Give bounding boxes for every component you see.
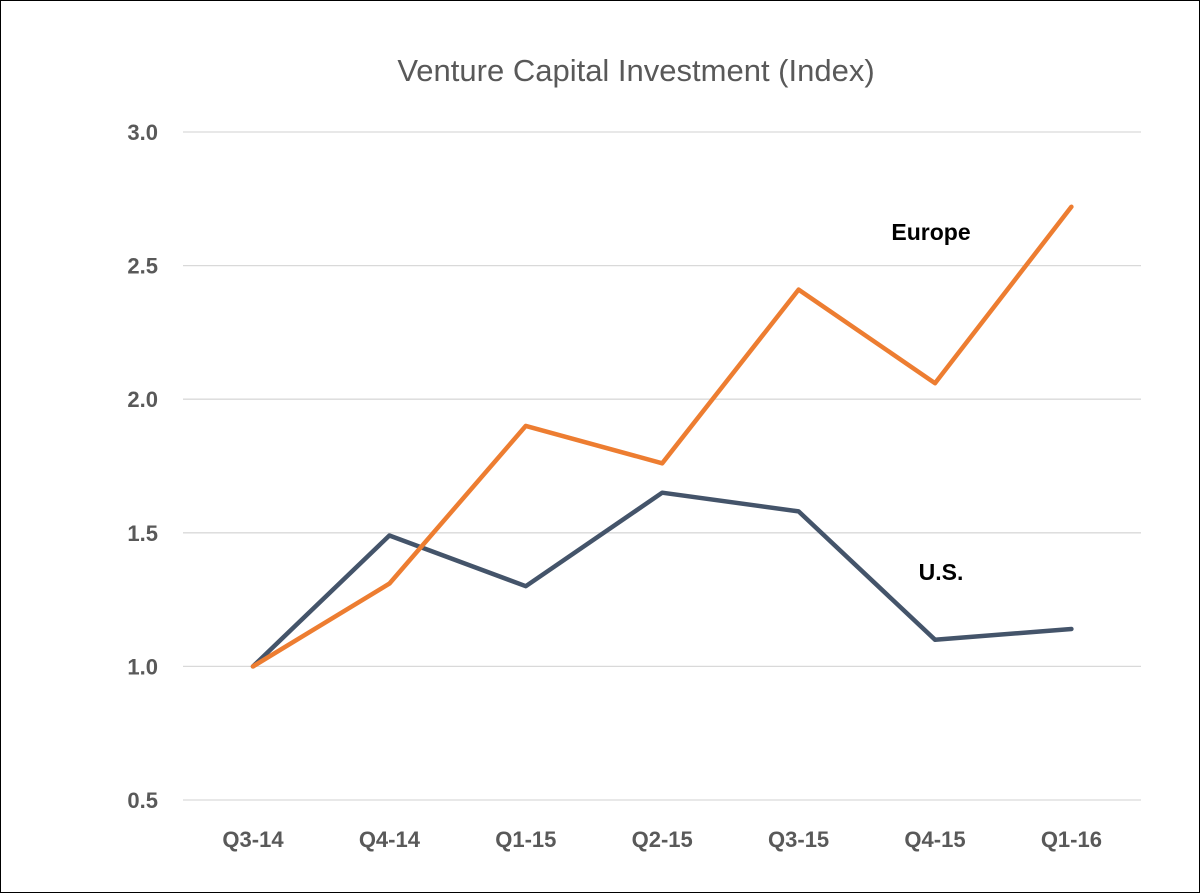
y-tick-label: 1.5 xyxy=(127,521,158,546)
chart-title: Venture Capital Investment (Index) xyxy=(397,53,874,88)
y-tick-label: 2.0 xyxy=(127,387,158,412)
x-axis-ticks: Q3-14 Q4-14 Q1-15 Q2-15 Q3-15 Q4-15 Q1-16 xyxy=(222,827,1102,852)
x-tick-label: Q1-16 xyxy=(1041,827,1102,852)
x-tick-label: Q3-15 xyxy=(768,827,829,852)
gridlines xyxy=(183,131,1141,801)
x-tick-label: Q1-15 xyxy=(495,827,556,852)
y-tick-label: 0.5 xyxy=(127,788,158,813)
series-line-us xyxy=(250,490,1074,669)
series-lines xyxy=(250,204,1074,669)
x-tick-label: Q4-14 xyxy=(359,827,421,852)
series-label-us: U.S. xyxy=(919,559,964,585)
series-label-europe: Europe xyxy=(891,219,970,245)
x-tick-label: Q4-15 xyxy=(904,827,965,852)
y-tick-label: 3.0 xyxy=(127,120,158,145)
x-tick-label: Q2-15 xyxy=(632,827,693,852)
series-labels: Europe U.S. xyxy=(891,219,970,585)
y-tick-label: 2.5 xyxy=(127,254,158,279)
series-line-europe xyxy=(250,204,1074,669)
y-tick-label: 1.0 xyxy=(127,654,158,679)
y-axis-ticks: 0.5 1.0 1.5 2.0 2.5 3.0 xyxy=(127,120,158,813)
x-tick-label: Q3-14 xyxy=(222,827,284,852)
